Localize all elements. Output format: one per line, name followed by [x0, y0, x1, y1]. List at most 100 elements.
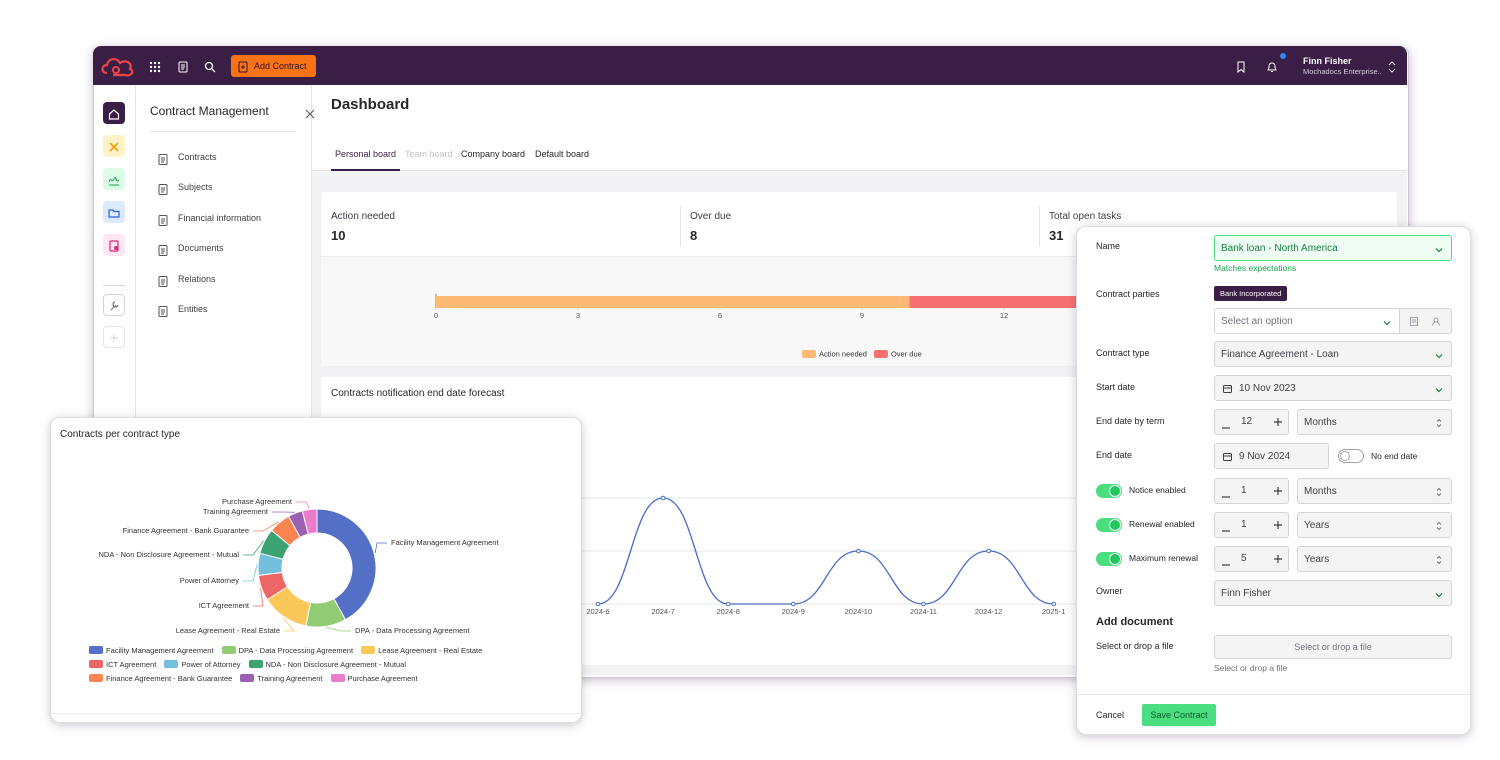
apps-icon[interactable]: [149, 60, 161, 78]
decrement[interactable]: [1222, 558, 1230, 569]
max-renewal-toggle[interactable]: [1096, 552, 1122, 566]
icon-shape: [153, 69, 157, 73]
tab[interactable]: Company board: [461, 149, 526, 159]
chevron-icon: [1383, 318, 1391, 329]
rail-file[interactable]: [103, 234, 125, 256]
party-tag[interactable]: Bank Incorporated: [1214, 286, 1288, 301]
legend-item[interactable]: Lease Agreement - Real Estate: [361, 644, 482, 656]
menu-item[interactable]: Entities: [178, 304, 208, 314]
user-menu-chevron[interactable]: [1387, 60, 1397, 78]
data-point: [660, 495, 666, 501]
tab[interactable]: Personal board: [335, 149, 397, 159]
icon-shape: [1274, 521, 1282, 529]
party-actions: [1399, 308, 1452, 334]
field-label: Notice enabled: [1129, 485, 1186, 495]
legend-swatch: [802, 350, 816, 358]
tab[interactable]: Default board: [535, 149, 590, 159]
rail-folder[interactable]: [103, 201, 125, 223]
bookmark-icon[interactable]: [1235, 60, 1247, 78]
legend-item[interactable]: DPA - Data Processing Agreement: [221, 644, 353, 656]
name-input[interactable]: Bank loan - North America: [1214, 235, 1452, 261]
add-contract-button[interactable]: [231, 55, 316, 77]
rail-add[interactable]: [103, 326, 125, 348]
rail-sign[interactable]: [103, 168, 125, 190]
rail-home[interactable]: [103, 102, 125, 124]
type-select[interactable]: Finance Agreement - Loan: [1214, 341, 1452, 367]
field-hint: Select or drop a file: [1214, 663, 1288, 673]
number-stepper: 1: [1214, 478, 1289, 504]
tab[interactable]: Team board: [405, 149, 453, 159]
stat-label: Action needed: [331, 211, 395, 222]
unit-select[interactable]: Months: [1297, 409, 1452, 435]
end-date-input[interactable]: 9 Nov 2024: [1214, 443, 1329, 469]
company-icon[interactable]: [1410, 317, 1418, 329]
legend-item[interactable]: Training Agreement: [240, 672, 323, 684]
start-date-input[interactable]: 10 Nov 2023: [1214, 375, 1452, 401]
legend-item[interactable]: Purchase Agreement: [330, 672, 418, 684]
data-point: [921, 601, 926, 607]
data-point: [1051, 601, 1057, 607]
save-button[interactable]: Save Contract: [1142, 704, 1216, 726]
page-title: Dashboard: [331, 96, 410, 113]
field-label: Select or drop a file: [1096, 641, 1174, 651]
data-point: [725, 601, 731, 607]
icon-shape: [158, 306, 168, 317]
stepper-value: 1: [1241, 519, 1247, 530]
unit-select[interactable]: Years: [1297, 546, 1452, 572]
icon-shape: [161, 218, 165, 224]
legend-item[interactable]: Finance Agreement - Bank Guarantee: [89, 672, 232, 684]
menu-item[interactable]: Financial information: [178, 212, 262, 223]
legend-item[interactable]: ICT Agreement: [89, 658, 156, 670]
user-org[interactable]: Mochadocs Enterprise..: [1303, 67, 1382, 76]
slice-label: Training Agreement: [203, 507, 269, 516]
legend-swatch: [240, 674, 255, 682]
increment[interactable]: [1274, 418, 1282, 429]
stepper-value: 12: [1241, 416, 1253, 427]
search-icon[interactable]: [204, 60, 216, 78]
user-name[interactable]: Finn Fisher: [1303, 56, 1352, 66]
decrement[interactable]: [1222, 421, 1230, 432]
parties-select[interactable]: Select an option: [1214, 308, 1400, 334]
owner-select[interactable]: Finn Fisher: [1214, 580, 1452, 606]
card-footer-line: [51, 713, 581, 714]
collapse-icon[interactable]: [305, 106, 315, 124]
unit-select[interactable]: Years: [1297, 512, 1452, 538]
icon-shape: [1412, 319, 1416, 323]
unit-select[interactable]: Months: [1297, 478, 1452, 504]
menu-item[interactable]: Documents: [178, 243, 224, 254]
increment[interactable]: [1274, 487, 1282, 498]
decrement[interactable]: [1222, 490, 1230, 501]
field-label: Renewal enabled: [1129, 519, 1195, 529]
menu-item[interactable]: Relations: [178, 273, 216, 284]
increment[interactable]: [1274, 521, 1282, 532]
legend-item[interactable]: Power of Attorney: [164, 658, 241, 670]
sidebar-divider: [150, 131, 296, 132]
decrement[interactable]: [1222, 524, 1230, 535]
leader-line: [243, 564, 258, 582]
x-tick-label: 2024-6: [586, 607, 609, 616]
logo[interactable]: [101, 55, 137, 79]
docs-icon[interactable]: [177, 60, 189, 78]
icon-shape: [241, 65, 245, 69]
person-icon[interactable]: [1432, 317, 1441, 329]
rail-tools[interactable]: [103, 135, 125, 157]
legend-item[interactable]: Facility Management Agreement: [89, 644, 214, 656]
icon-shape: [1436, 555, 1442, 565]
cancel-button[interactable]: Cancel: [1096, 710, 1125, 720]
no-end-date-toggle[interactable]: [1338, 449, 1364, 463]
data-point: [595, 601, 601, 607]
notice-toggle[interactable]: [1096, 484, 1122, 498]
contract-type-title: Contracts per contract type: [60, 429, 181, 440]
menu-item[interactable]: Contracts: [178, 152, 217, 162]
add-icon: [238, 60, 248, 78]
legend-item[interactable]: NDA - Non Disclosure Agreement - Mutual: [248, 658, 406, 670]
legend-swatch: [873, 350, 888, 358]
file-drop-button[interactable]: Select or drop a file: [1214, 635, 1452, 659]
menu-item[interactable]: Subjects: [178, 182, 213, 193]
bell-icon[interactable]: [1266, 60, 1278, 78]
renewal-toggle[interactable]: [1096, 518, 1122, 532]
rail-settings[interactable]: [103, 294, 125, 316]
increment[interactable]: [1274, 555, 1282, 566]
field-label: End date: [1096, 450, 1133, 460]
